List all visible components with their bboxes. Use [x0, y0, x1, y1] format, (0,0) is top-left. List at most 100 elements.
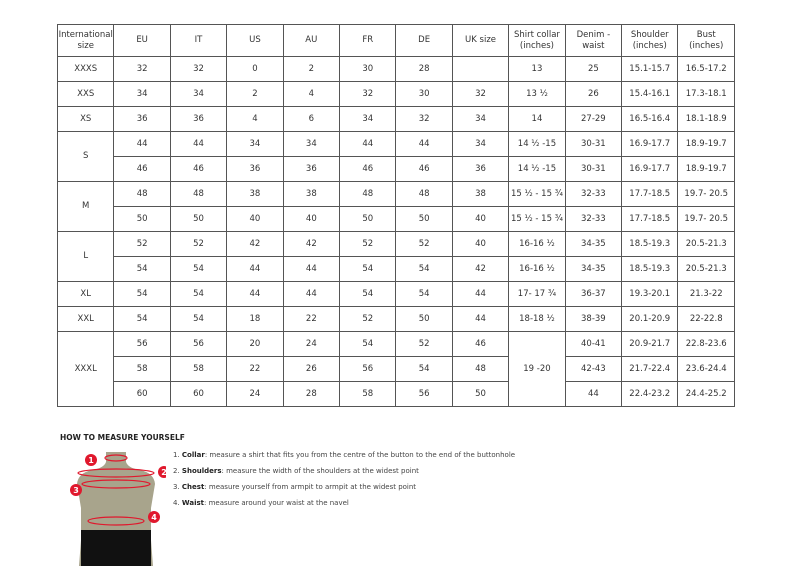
table-cell: 18.5-19.3: [621, 256, 679, 282]
table-cell: 54: [169, 256, 228, 282]
table-row: 58 58 22 26 56 54 48 42-43 21.7-22.4 23.6-24.4: [58, 356, 735, 382]
table-cell: 56: [169, 331, 228, 357]
body-measurement-illustration: 1 2 3 4: [70, 452, 166, 566]
table-cell: 40: [451, 206, 510, 232]
table-cell: 4: [282, 81, 341, 107]
table-cell: 54: [395, 281, 453, 307]
column-header: DE: [395, 24, 453, 57]
table-cell: 21.3-22: [677, 281, 735, 307]
table-cell: 28: [282, 381, 341, 407]
step-text: : measure a shirt that fits you from the…: [204, 451, 516, 459]
table-cell: 50: [395, 206, 453, 232]
table-cell: 14: [508, 106, 566, 132]
size-cell: XXXL: [56, 331, 115, 407]
table-cell: 30-31: [564, 156, 623, 182]
step-number: 2.: [173, 467, 180, 475]
column-header: Denim - waist: [564, 24, 623, 57]
marker-4-icon: 4: [148, 511, 160, 523]
table-cell: 44: [451, 306, 510, 332]
table-cell: 52: [113, 231, 171, 257]
table-cell: 34: [451, 131, 510, 157]
table-cell: 52: [339, 231, 397, 257]
table-cell: 24.4-25.2: [677, 381, 735, 407]
table-row: XXXS 32 32 0 2 30 28 13 25 15.1-15.7 16.5-17.2: [56, 56, 735, 82]
table-cell: 24: [282, 331, 341, 357]
table-cell: 16-16 ½: [508, 256, 566, 282]
table-cell: 27-29: [564, 106, 623, 132]
size-cell: XXS: [56, 81, 115, 107]
table-cell: 48: [339, 181, 397, 207]
table-cell: 54: [113, 306, 171, 332]
table-cell: 58: [169, 356, 228, 382]
table-cell: 18: [226, 306, 284, 332]
step-number: 4.: [173, 499, 180, 507]
table-cell: 16.5-17.2: [677, 56, 735, 82]
table-cell: 54: [339, 281, 397, 307]
table-cell: 44: [226, 281, 284, 307]
measure-step: 1. Collar: measure a shirt that fits you…: [173, 451, 515, 467]
table-cell: 23.6-24.4: [677, 356, 735, 382]
column-header: Shoulder (inches): [621, 24, 679, 57]
column-header: International size: [56, 24, 115, 57]
table-cell: 38: [451, 181, 510, 207]
table-cell: 54: [339, 256, 397, 282]
table-cell: 36-37: [564, 281, 623, 307]
table-cell: 30-31: [564, 131, 623, 157]
svg-text:4: 4: [151, 513, 157, 522]
table-cell: 20: [226, 331, 284, 357]
table-cell: 34: [339, 106, 397, 132]
table-cell: 18-18 ½: [508, 306, 566, 332]
marker-2-icon: 2: [158, 466, 166, 478]
table-cell: 48: [169, 181, 228, 207]
table-cell: 32: [113, 56, 171, 82]
table-cell: 50: [339, 206, 397, 232]
table-cell: 0: [226, 56, 284, 82]
table-cell: 15 ½ - 15 ¾: [508, 181, 566, 207]
column-header: Shirt collar (inches): [508, 24, 566, 57]
table-cell: 14 ½ -15: [508, 156, 566, 182]
table-cell: 40: [282, 206, 341, 232]
table-row: 60 60 24 28 58 56 50 44 22.4-23.2 24.4-25.2: [58, 381, 735, 407]
column-header: US: [226, 24, 284, 57]
svg-text:2: 2: [161, 468, 166, 477]
table-cell: 20.1-20.9: [621, 306, 679, 332]
size-cell: XXL: [56, 306, 115, 332]
table-cell: 4: [226, 106, 284, 132]
table-cell: 44: [339, 131, 397, 157]
step-term: Waist: [181, 499, 205, 507]
table-cell: 18.9-19.7: [677, 156, 735, 182]
table-cell: 20.5-21.3: [677, 256, 735, 282]
table-cell: 50: [451, 381, 510, 407]
table-cell: 19.7- 20.5: [677, 206, 735, 232]
table-row: XL 54 54 44 44 54 54 44 17- 17 ¾ 36-37 19.3-20.1 21…: [56, 281, 735, 307]
table-cell: 44: [451, 281, 510, 307]
table-cell: 36: [113, 106, 171, 132]
step-text: : measure yourself from armpit to armpit…: [204, 483, 417, 491]
marker-3-icon: 3: [70, 484, 82, 496]
table-cell: 21.7-22.4: [621, 356, 679, 382]
size-chart-table: International size EU IT US AU FR DE UK size Shi…: [56, 24, 735, 407]
table-cell: 2: [226, 81, 284, 107]
table-cell: 16-16 ½: [508, 231, 566, 257]
table-cell: 34: [169, 81, 228, 107]
table-cell: 46: [451, 331, 510, 357]
table-cell: 18.1-18.9: [677, 106, 735, 132]
table-cell: 46: [169, 156, 228, 182]
table-cell: 13: [508, 56, 566, 82]
table-row: S 44 44 34 34 44 44 34 14 ½ -15 30-31 16.9-17.7 18.…: [56, 131, 735, 182]
table-cell: 52: [395, 331, 453, 357]
table-cell: 20.5-21.3: [677, 231, 735, 257]
table-cell: 44: [282, 281, 341, 307]
measure-step: 3. Chest: measure yourself from armpit t…: [173, 483, 515, 499]
table-cell: 36: [282, 156, 341, 182]
step-number: 3.: [173, 483, 180, 491]
table-cell: 32: [169, 56, 228, 82]
size-cell: M: [56, 181, 115, 232]
table-row: 50 50 40 40 50 50 40 15 ½ - 15 ¾ 32-33 17.7-18.5 1…: [58, 206, 735, 232]
table-cell: 54: [113, 256, 171, 282]
table-cell: 18.9-19.7: [677, 131, 735, 157]
measure-lines: [77, 454, 155, 526]
table-cell: 22-22.8: [677, 306, 735, 332]
table-cell: 6: [282, 106, 341, 132]
table-row: L 52 52 42 42 52 52 40 16-16 ½ 34-35 18.5-19.3 20.5…: [56, 231, 735, 282]
